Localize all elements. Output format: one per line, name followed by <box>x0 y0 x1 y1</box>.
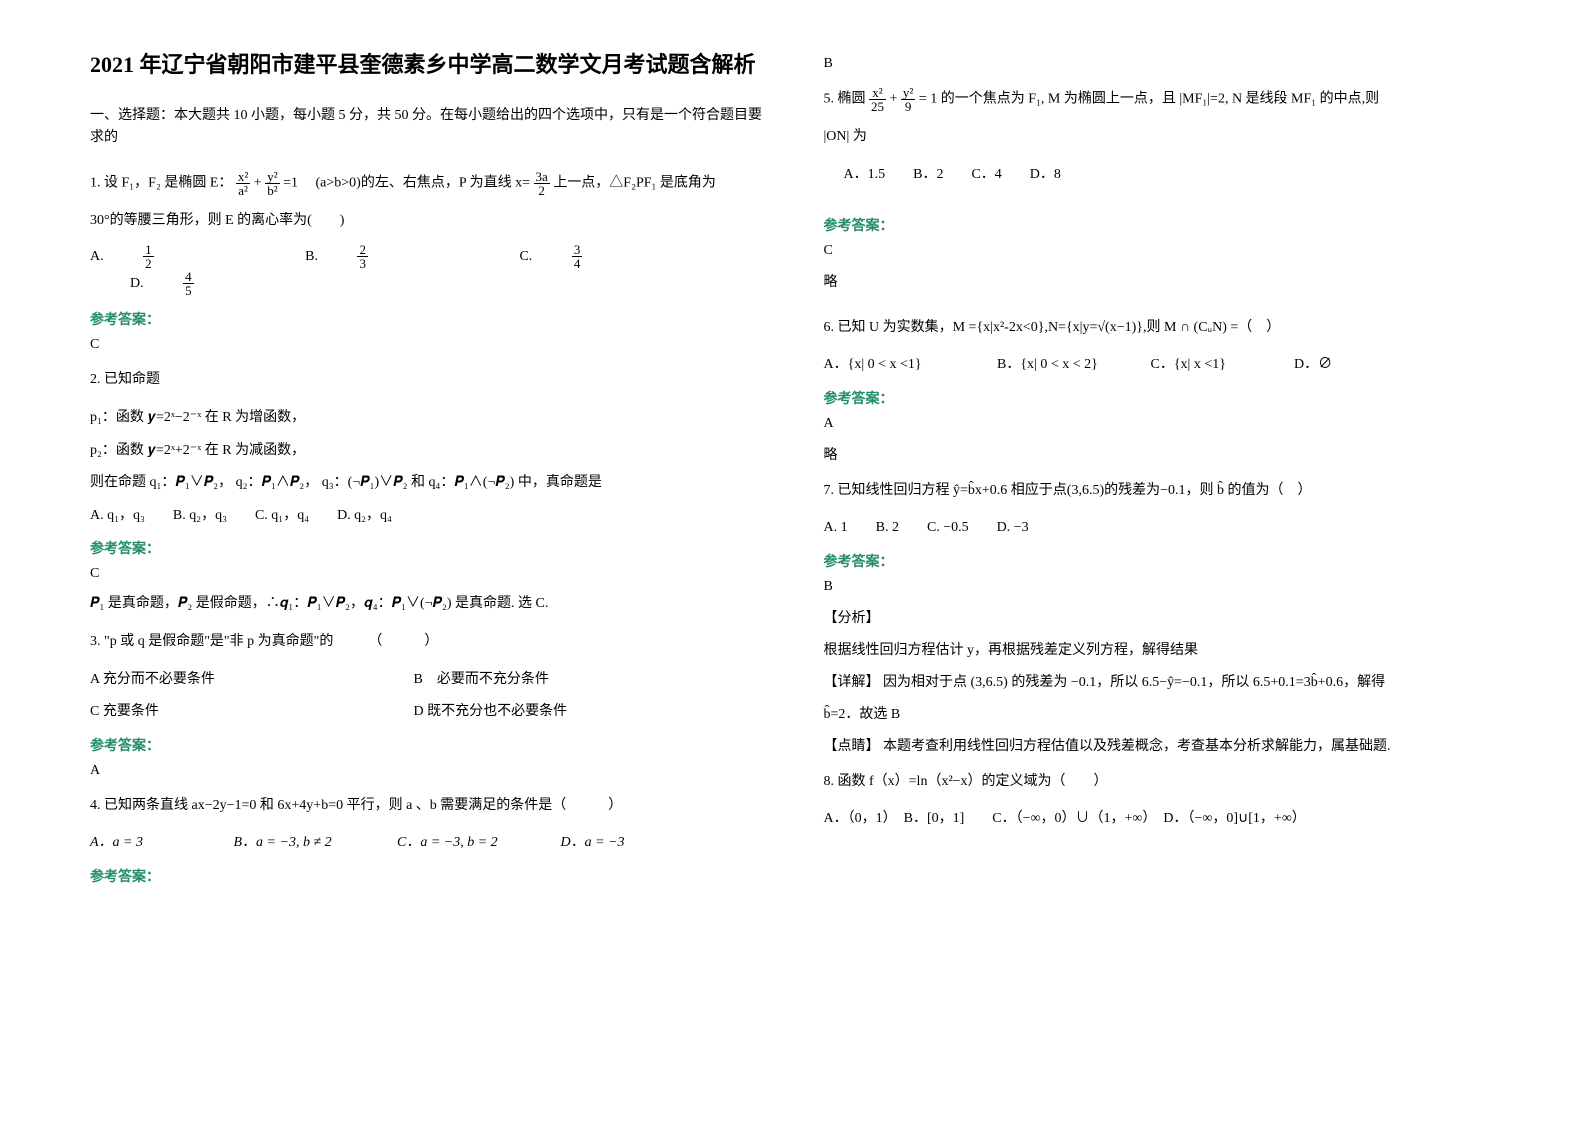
left-column: 2021 年辽宁省朝阳市建平县奎德素乡中学高二数学文月考试题含解析 一、选择题：… <box>90 50 764 1072</box>
q4-optB: B．a = −3, b ≠ 2 <box>234 830 394 857</box>
q3-optB: B 必要而不充分条件 <box>414 672 549 687</box>
q2-line4: 则在命题 q₁：𝑷₁∨𝑷₂， q₂：𝑷₁∧𝑷₂， q₃：(¬𝑷₁)∨𝑷₂ 和 q… <box>90 470 764 497</box>
q1-frac1: x² a² <box>236 170 250 197</box>
q6-options: A．{x| 0 < x <1} B．{x| 0 < x < 2} C．{x| x… <box>824 352 1498 379</box>
q7-analysis: 根据线性回归方程估计 y，再根据残差定义列方程，解得结果 <box>824 639 1498 659</box>
q2-explain: 𝑷₁ 是真命题，𝑷₂ 是假命题，∴𝒒₁：𝑷₁∨𝑷₂，𝒒₄：𝑷₁∨(¬𝑷₂) 是真… <box>90 591 764 618</box>
question-5: 5. 椭圆 x² 25 + y² 9 = 1 的一个焦点为 F₁, M 为椭圆上… <box>824 86 1498 113</box>
q5-options: A．1.5 B．2 C．4 D．8 <box>844 162 1498 189</box>
q1-suffix: 上一点，△F₂PF₁ 是底角为 <box>553 175 716 190</box>
q4-answer-label: 参考答案： <box>90 866 764 886</box>
q4-optA: A．a = 3 <box>90 830 230 857</box>
q6-answer-label: 参考答案： <box>824 388 1498 408</box>
page-title: 2021 年辽宁省朝阳市建平县奎德素乡中学高二数学文月考试题含解析 <box>90 50 764 81</box>
q3-row2: C 充要条件 D 既不充分也不必要条件 <box>90 699 764 726</box>
q3-row1: A 充分而不必要条件 B 必要而不充分条件 <box>90 667 764 694</box>
q5-line2: |ON| 为 <box>824 124 1498 151</box>
q5-answer: C <box>824 243 1498 259</box>
q4-answer: B <box>824 56 1498 72</box>
q6-optA: A．{x| 0 < x <1} <box>824 352 994 379</box>
q3-answer-label: 参考答案： <box>90 735 764 755</box>
q6-brief: 略 <box>824 444 1498 464</box>
q2-line3: p₂：函数 𝒚=2ˣ+2⁻ˣ 在 R 为减函数， <box>90 438 764 465</box>
q5-mid: 的一个焦点为 F₁, M 为椭圆上一点，且 |MF₁|=2, N 是线段 MF₁… <box>941 92 1379 107</box>
q7-detail2: b̂=2．故选 B <box>824 703 1498 723</box>
q3-optA: A 充分而不必要条件 <box>90 667 410 694</box>
q1-optB: B. 23 <box>305 243 440 270</box>
q5-answer-label: 参考答案： <box>824 215 1498 235</box>
q7-answer-label: 参考答案： <box>824 551 1498 571</box>
q8-text: 8. 函数 f（x）=ln（x²−x）的定义域为（ ） <box>824 769 1498 796</box>
q5-brief: 略 <box>824 271 1498 291</box>
q3-optD: D 既不充分也不必要条件 <box>414 704 568 719</box>
q3-text: 3. "p 或 q 是假命题"是"非 p 为真命题"的 （ ） <box>90 629 764 656</box>
q5-prefix: 5. 椭圆 <box>824 92 866 107</box>
q6-optD: D．∅ <box>1294 357 1332 372</box>
q2-options: A. q₁，q₃ B. q₂，q₃ C. q₁，q₄ D. q₂，q₄ <box>90 503 764 530</box>
q1-frac2: y² b² <box>265 170 279 197</box>
q6-answer: A <box>824 416 1498 432</box>
q6-optC: C．{x| x <1} <box>1151 352 1291 379</box>
right-column: B 5. 椭圆 x² 25 + y² 9 = 1 的一个焦点为 F₁, M 为椭… <box>824 50 1498 1072</box>
q1-optC: C. 34 <box>519 243 654 270</box>
q5-frac1: x² 25 <box>869 86 886 113</box>
q6-optB: B．{x| 0 < x < 2} <box>997 352 1147 379</box>
q4-text: 4. 已知两条直线 ax−2y−1=0 和 6x+4y+b=0 平行，则 a 、… <box>90 793 764 820</box>
q7-remark: 【点睛】 本题考查利用线性回归方程估值以及残差概念，考查基本分析求解能力，属基础… <box>824 735 1498 755</box>
q1-prefix: 1. 设 F₁，F₂ 是椭圆 E： <box>90 175 232 190</box>
q7-answer: B <box>824 579 1498 595</box>
q7-text: 7. 已知线性回归方程 ŷ=b̂x+0.6 相应于点(3,6.5)的残差为−0.… <box>824 478 1498 505</box>
q1-frac3: 3a 2 <box>534 170 550 197</box>
q3-optC: C 充要条件 <box>90 699 410 726</box>
q1-answer: C <box>90 337 764 353</box>
q2-line2: p₁：函数 𝒚=2ˣ−2⁻ˣ 在 R 为增函数， <box>90 405 764 432</box>
q3-answer: A <box>90 763 764 779</box>
q7-detail: 【详解】 因为相对于点 (3,6.5) 的残差为 −0.1，所以 6.5−ŷ=−… <box>824 671 1498 691</box>
q4-options: A．a = 3 B．a = −3, b ≠ 2 C．a = −3, b = 2 … <box>90 830 764 857</box>
q7-analysis-label: 【分析】 <box>824 607 1498 627</box>
q7-options: A. 1 B. 2 C. −0.5 D. −3 <box>824 515 1498 542</box>
q2-answer: C <box>90 566 764 582</box>
q1-options: A. 12 B. 23 C. 34 D. 45 <box>90 243 764 297</box>
q5-frac2: y² 9 <box>901 86 915 113</box>
q1-line2: 30°的等腰三角形，则 E 的离心率为( ) <box>90 208 764 235</box>
q2-line1: 2. 已知命题 <box>90 367 764 394</box>
q8-options: A．（0，1） B．[0，1] C．（−∞，0）∪（1，+∞） D．（−∞，0]… <box>824 806 1498 833</box>
q4-optC: C．a = −3, b = 2 <box>397 830 557 857</box>
q2-answer-label: 参考答案： <box>90 538 764 558</box>
q1-optA: A. 12 <box>90 243 226 270</box>
q1-answer-label: 参考答案： <box>90 309 764 329</box>
q1-optD: D. 45 <box>130 270 266 297</box>
q4-optD: D．a = −3 <box>561 835 625 850</box>
question-1: 1. 设 F₁，F₂ 是椭圆 E： x² a² + y² b² =1 (a>b>… <box>90 170 764 197</box>
q1-mid: (a>b>0)的左、右焦点，P 为直线 <box>302 175 512 190</box>
q6-text: 6. 已知 U 为实数集，M ={x|x²-2x<0},N={x|y=√(x−1… <box>824 315 1498 342</box>
section-header: 一、选择题：本大题共 10 小题，每小题 5 分，共 50 分。在每小题给出的四… <box>90 105 764 150</box>
